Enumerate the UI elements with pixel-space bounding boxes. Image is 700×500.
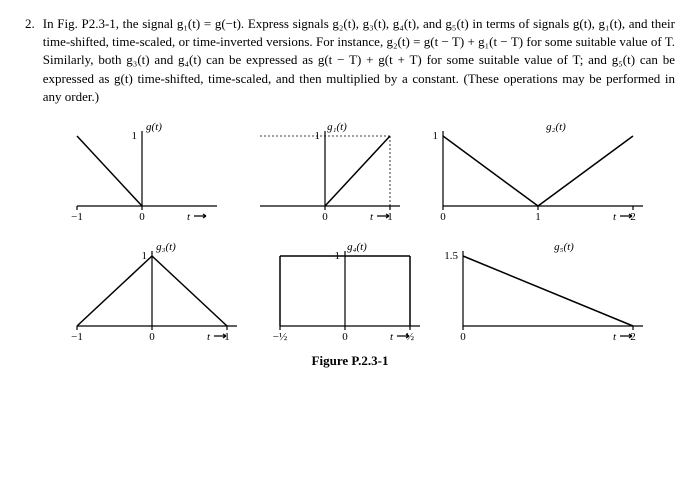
svg-text:t: t	[187, 211, 191, 223]
svg-text:1: 1	[334, 250, 340, 262]
figure-cell: −1011tg₃(t)	[52, 236, 242, 346]
signal-plot: 0121tg₂(t)	[418, 116, 648, 226]
svg-text:0: 0	[441, 211, 447, 223]
svg-text:1: 1	[131, 130, 137, 142]
svg-text:0: 0	[461, 331, 467, 343]
svg-text:1: 1	[433, 130, 439, 142]
figure-row-2: −1011tg₃(t)−½0½1tg₄(t)021.5tg₅(t)	[25, 236, 675, 346]
svg-text:t: t	[613, 211, 617, 223]
svg-text:0: 0	[342, 331, 348, 343]
signal-plot: −½0½1tg₄(t)	[255, 236, 425, 346]
problem-text: In Fig. P2.3-1, the signal g₁(t) = g(−t)…	[43, 15, 675, 106]
figure-cell: 0121tg₂(t)	[418, 116, 648, 226]
svg-text:0: 0	[149, 331, 155, 343]
figure-cell: 011tg₁(t)	[235, 116, 405, 226]
svg-text:g₃(t): g₃(t)	[156, 241, 176, 253]
figure-row-1: −101tg(t)011tg₁(t)0121tg₂(t)	[25, 116, 675, 226]
svg-text:t: t	[370, 211, 374, 223]
svg-text:1.5: 1.5	[445, 250, 459, 262]
svg-text:−1: −1	[71, 211, 83, 223]
figure-cell: −1 0 1 t g(t)	[52, 116, 222, 226]
svg-text:1: 1	[314, 130, 320, 142]
svg-text:1: 1	[141, 250, 147, 262]
svg-text:g₄(t): g₄(t)	[347, 241, 367, 253]
problem-statement: 2. In Fig. P2.3-1, the signal g₁(t) = g(…	[25, 15, 675, 106]
figure-cell: 021.5tg₅(t)	[438, 236, 648, 346]
svg-text:1: 1	[536, 211, 542, 223]
svg-text:t: t	[207, 331, 211, 343]
signal-plot: −1011tg₃(t)	[52, 236, 242, 346]
svg-text:g₁(t): g₁(t)	[327, 121, 347, 133]
signal-plot: 011tg₁(t)	[235, 116, 405, 226]
svg-text:g(t): g(t)	[146, 121, 162, 133]
figure-cell: −½0½1tg₄(t)	[255, 236, 425, 346]
svg-text:0: 0	[322, 211, 328, 223]
svg-text:g₂(t): g₂(t)	[546, 121, 566, 133]
svg-text:t: t	[613, 331, 617, 343]
figure-caption: Figure P.2.3-1	[25, 352, 675, 370]
svg-text:t: t	[390, 331, 394, 343]
signal-plot: −1 0 1 t g(t)	[52, 116, 222, 226]
signal-plot: 021.5tg₅(t)	[438, 236, 648, 346]
svg-text:g₅(t): g₅(t)	[554, 241, 574, 253]
svg-text:0: 0	[139, 211, 145, 223]
svg-text:−½: −½	[273, 331, 287, 343]
svg-text:−1: −1	[71, 331, 83, 343]
problem-number: 2.	[25, 15, 35, 106]
